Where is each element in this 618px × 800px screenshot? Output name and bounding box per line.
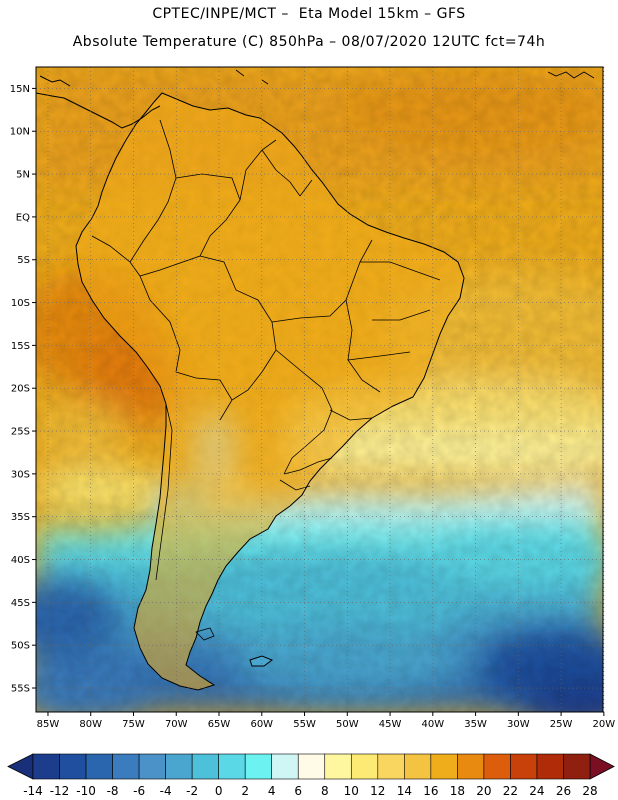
lat-tick-label: 55S: [11, 684, 30, 695]
lat-tick-label: 20S: [11, 384, 30, 395]
colorbar-swatch: [377, 753, 405, 780]
colorbar-swatch: [138, 753, 166, 780]
colorbar-swatch: [350, 753, 379, 780]
colorbar-tick-label: -8: [107, 784, 119, 798]
colorbar-swatch: [483, 753, 511, 780]
colorbar-min-arrow: [7, 753, 34, 780]
colorbar-swatch: [112, 753, 140, 780]
lon-tick-label: 65W: [208, 719, 231, 730]
colorbar-swatch: [297, 753, 326, 780]
lon-tick-label: 40W: [422, 719, 445, 730]
colorbar-tick-label: -2: [186, 784, 198, 798]
colorbar-swatch: [85, 753, 113, 780]
lon-tick-label: 60W: [250, 719, 273, 730]
colorbar-tick-label: 6: [294, 784, 302, 798]
map-subtitle: Absolute Temperature (C) 850hPa – 08/07/…: [72, 34, 546, 50]
colorbar-swatch: [271, 753, 299, 780]
lat-tick-label: 25S: [11, 427, 30, 438]
map-frame: [35, 66, 604, 713]
colorbar-tick-label: -4: [160, 784, 172, 798]
lon-tick-label: 45W: [379, 719, 402, 730]
colorbar-tick-label: 12: [370, 784, 385, 798]
colorbar-tick-label: 0: [215, 784, 223, 798]
colorbar-tick-label: 18: [450, 784, 465, 798]
lon-tick-label: 50W: [336, 719, 359, 730]
colorbar-swatch: [324, 753, 352, 780]
lat-tick-label: 35S: [11, 512, 30, 523]
colorbar-swatch: [536, 753, 564, 780]
lon-tick-label: 35W: [464, 719, 487, 730]
lon-tick-label: 30W: [507, 719, 530, 730]
colorbar-swatch: [32, 753, 60, 780]
colorbar-tick-label: 24: [529, 784, 544, 798]
lon-tick-label: 55W: [293, 719, 316, 730]
colorbar-swatch: [218, 753, 246, 780]
lat-tick-label: 5S: [17, 255, 30, 266]
colorbar-tick-label: -10: [76, 784, 96, 798]
colorbar-swatch: [457, 753, 485, 780]
colorbar-tick-label: 14: [397, 784, 412, 798]
colorbar-swatch: [404, 753, 432, 780]
lat-tick-label: 30S: [11, 469, 30, 480]
temperature-field: [36, 67, 603, 712]
lat-tick-label: 10S: [11, 298, 30, 309]
lat-tick-label: 10N: [10, 127, 30, 138]
latitude-axis: 15N 10N 5N EQ 5S 10S 15S 20S 25S 30S 35S 40S 45S 50S 5…: [10, 84, 36, 695]
colorbar-tick-label: 10: [344, 784, 359, 798]
temperature-colorbar: -14 -12 -10 -8 -6 -4 -2 0 2 4 6 8 10 12 14 16 18 20 22 24 26…: [7, 753, 615, 798]
colorbar-tick-label: 20: [476, 784, 491, 798]
lon-tick-label: 20W: [593, 719, 616, 730]
lat-lon-grid: [36, 67, 605, 712]
colorbar-swatch: [563, 753, 591, 780]
colorbar-swatch: [430, 753, 458, 780]
lat-tick-label: 15N: [10, 84, 30, 95]
south-america-outline: [36, 69, 595, 691]
lat-tick-label: 50S: [11, 641, 30, 652]
lat-tick-label: 40S: [11, 555, 30, 566]
lat-tick-label: 5N: [16, 170, 30, 181]
lat-tick-label: 45S: [11, 598, 30, 609]
colorbar-max-arrow: [589, 753, 615, 780]
colorbar-swatch: [510, 753, 538, 780]
colorbar-tick-label: 2: [241, 784, 249, 798]
lat-tick-label: 15S: [11, 341, 30, 352]
colorbar-tick-label: 22: [503, 784, 518, 798]
colorbar-swatch: [59, 753, 87, 780]
map-title: CPTEC/INPE/MCT – Eta Model 15km – GFS: [152, 6, 466, 22]
colorbar-tick-label: -6: [133, 784, 145, 798]
colorbar-tick-label: 16: [423, 784, 438, 798]
lon-tick-label: 75W: [122, 719, 145, 730]
colorbar-swatch: [244, 753, 273, 780]
lon-tick-label: 85W: [37, 719, 60, 730]
longitude-axis: 85W 80W 75W 70W 65W 60W 55W 50W 45W 40W 35W 30W 25W 2…: [37, 712, 616, 730]
colorbar-tick-label: -12: [50, 784, 70, 798]
colorbar-swatch: [191, 753, 219, 780]
colorbar-tick-label: 28: [582, 784, 597, 798]
colorbar-tick-label: 8: [321, 784, 329, 798]
lon-tick-label: 80W: [79, 719, 102, 730]
colorbar-swatch: [165, 753, 193, 780]
lon-tick-label: 70W: [165, 719, 188, 730]
lat-tick-label: EQ: [16, 212, 30, 223]
colorbar-tick-label: 26: [556, 784, 571, 798]
lon-tick-label: 25W: [550, 719, 573, 730]
colorbar-tick-label: -14: [23, 784, 43, 798]
colorbar-tick-label: 4: [268, 784, 276, 798]
